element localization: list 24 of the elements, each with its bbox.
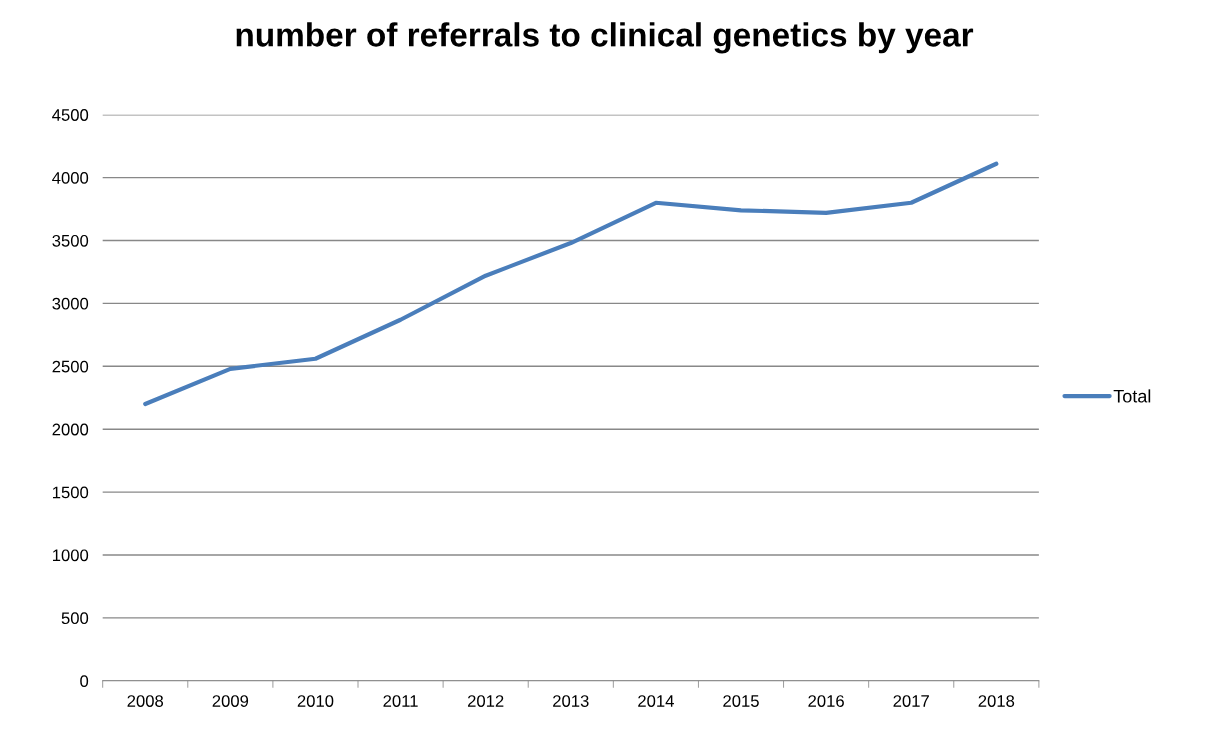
- x-tick-label: 2014: [638, 695, 674, 707]
- y-tick-label: 4000: [52, 172, 89, 184]
- x-tick-label: 2018: [978, 695, 1015, 707]
- y-tick-label: 0: [80, 675, 89, 687]
- x-tick-label: 2009: [212, 695, 249, 707]
- x-tick-label: 2015: [723, 695, 759, 707]
- line-series: [143, 161, 999, 407]
- y-tick-label: 3500: [52, 234, 89, 247]
- x-tick-label: 2017: [893, 695, 929, 707]
- x-tick-label: 2013: [553, 695, 589, 707]
- y-tick-label: 3000: [52, 297, 89, 310]
- legend-label: Total: [1113, 389, 1151, 403]
- chart-title: number of referrals to clinical genetics by year: [236, 22, 974, 54]
- y-tick-label: 2500: [52, 360, 89, 373]
- x-tick-label: 2008: [127, 695, 164, 707]
- y-tick-label: 500: [61, 612, 89, 625]
- x-tick-label: 2010: [297, 695, 334, 707]
- x-tick-label: 2011: [383, 695, 418, 707]
- y-tick-label: 4500: [52, 109, 89, 121]
- y-tick-label: 1500: [52, 486, 89, 499]
- y-tick-label: 2000: [52, 423, 89, 436]
- x-tick-label: 2016: [808, 695, 844, 707]
- y-tick-label: 1000: [52, 549, 89, 562]
- x-tick-label: 2012: [467, 695, 504, 707]
